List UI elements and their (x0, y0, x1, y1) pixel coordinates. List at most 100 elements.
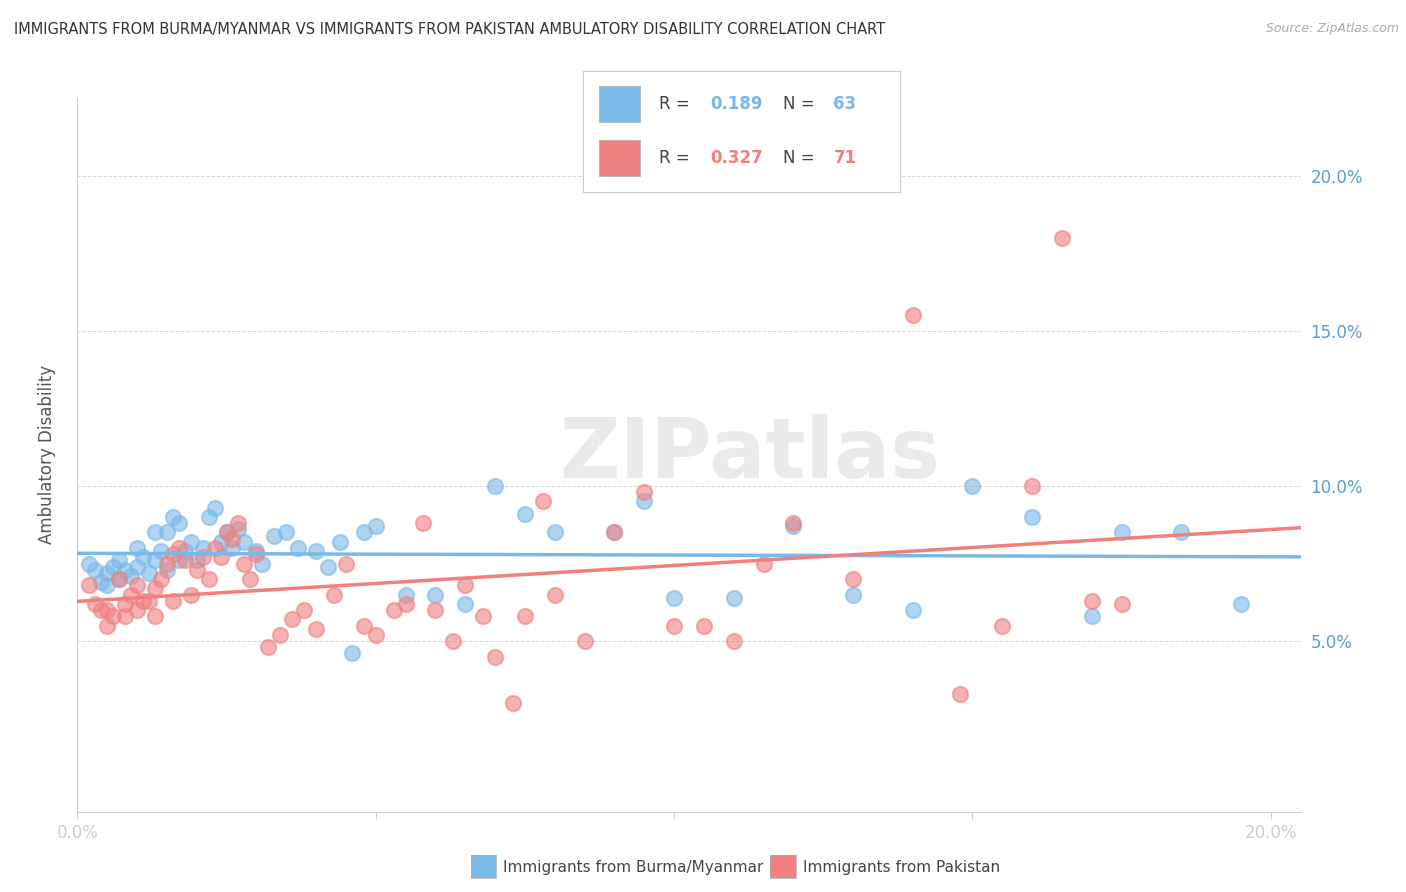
Point (723, 634, 745, 648)
Point (96, 566, 118, 580)
Point (138, 593, 160, 607)
Point (233, 557, 256, 571)
Point (633, 485, 655, 500)
Point (197, 510, 219, 524)
Point (484, 479, 506, 493)
Point (108, 553, 131, 567)
Point (329, 534, 352, 549)
Point (364, 519, 387, 533)
Point (114, 609, 136, 624)
Point (782, 519, 804, 533)
Point (204, 541, 226, 555)
Point (186, 553, 208, 567)
Point (603, 525, 626, 540)
Point (316, 559, 339, 574)
Point (209, 534, 232, 549)
Point (90, 575, 112, 590)
Point (276, 525, 298, 540)
Point (173, 544, 195, 558)
Point (167, 553, 190, 567)
Point (143, 582, 166, 596)
Point (191, 550, 214, 565)
Point (502, 696, 524, 710)
Point (149, 572, 172, 586)
Point (382, 603, 405, 617)
Point (228, 522, 250, 536)
Point (901, 603, 924, 617)
Point (114, 597, 136, 611)
Point (239, 572, 262, 586)
Point (180, 588, 202, 602)
Point (120, 569, 142, 583)
Point (454, 597, 477, 611)
Point (531, 494, 554, 508)
Point (156, 557, 179, 571)
Point (245, 544, 267, 558)
Text: 71: 71 (834, 149, 856, 167)
Point (1111, 597, 1133, 611)
Text: 0.327: 0.327 (710, 149, 763, 167)
Text: IMMIGRANTS FROM BURMA/MYANMAR VS IMMIGRANTS FROM PAKISTAN AMBULATORY DISABILITY : IMMIGRANTS FROM BURMA/MYANMAR VS IMMIGRA… (14, 22, 886, 37)
Point (364, 628, 387, 642)
Point (340, 647, 363, 661)
Point (662, 591, 685, 605)
Point (167, 541, 190, 555)
Point (143, 553, 166, 567)
Point (173, 553, 195, 567)
Point (252, 557, 274, 571)
Point (191, 541, 214, 555)
Point (574, 634, 596, 648)
Point (353, 525, 375, 540)
Point (603, 525, 626, 540)
Point (108, 572, 131, 586)
Point (167, 516, 190, 531)
Point (162, 510, 184, 524)
Point (513, 609, 536, 624)
Point (101, 609, 124, 624)
FancyBboxPatch shape (599, 140, 641, 176)
Point (962, 479, 984, 493)
Point (162, 547, 184, 561)
Text: Immigrants from Pakistan: Immigrants from Pakistan (803, 860, 1000, 874)
Point (425, 588, 447, 602)
Text: R =: R = (659, 149, 696, 167)
Point (287, 541, 309, 555)
Point (77, 578, 100, 592)
Point (96, 618, 118, 632)
Point (114, 563, 136, 577)
Point (257, 640, 280, 655)
FancyBboxPatch shape (599, 86, 641, 122)
Point (1170, 525, 1192, 540)
Point (322, 588, 344, 602)
Point (305, 544, 328, 558)
Point (782, 516, 804, 531)
Point (991, 618, 1014, 632)
Point (1230, 597, 1253, 611)
Point (96, 578, 118, 592)
Point (221, 532, 243, 546)
Point (209, 550, 232, 565)
Point (233, 534, 256, 549)
Point (752, 557, 775, 571)
Point (197, 572, 219, 586)
Point (353, 618, 375, 632)
Text: Immigrants from Burma/Myanmar: Immigrants from Burma/Myanmar (503, 860, 763, 874)
Point (1050, 231, 1073, 245)
Point (84, 563, 107, 577)
Point (120, 588, 142, 602)
Point (186, 563, 208, 577)
Point (842, 588, 865, 602)
Point (394, 588, 416, 602)
Point (901, 308, 924, 322)
Point (269, 628, 291, 642)
Point (1021, 479, 1043, 493)
Point (662, 618, 685, 632)
Point (1080, 593, 1102, 607)
Point (1111, 525, 1133, 540)
Point (544, 588, 567, 602)
Point (77, 557, 100, 571)
Point (513, 507, 536, 521)
Point (693, 618, 716, 632)
Point (132, 593, 155, 607)
Point (484, 649, 506, 664)
